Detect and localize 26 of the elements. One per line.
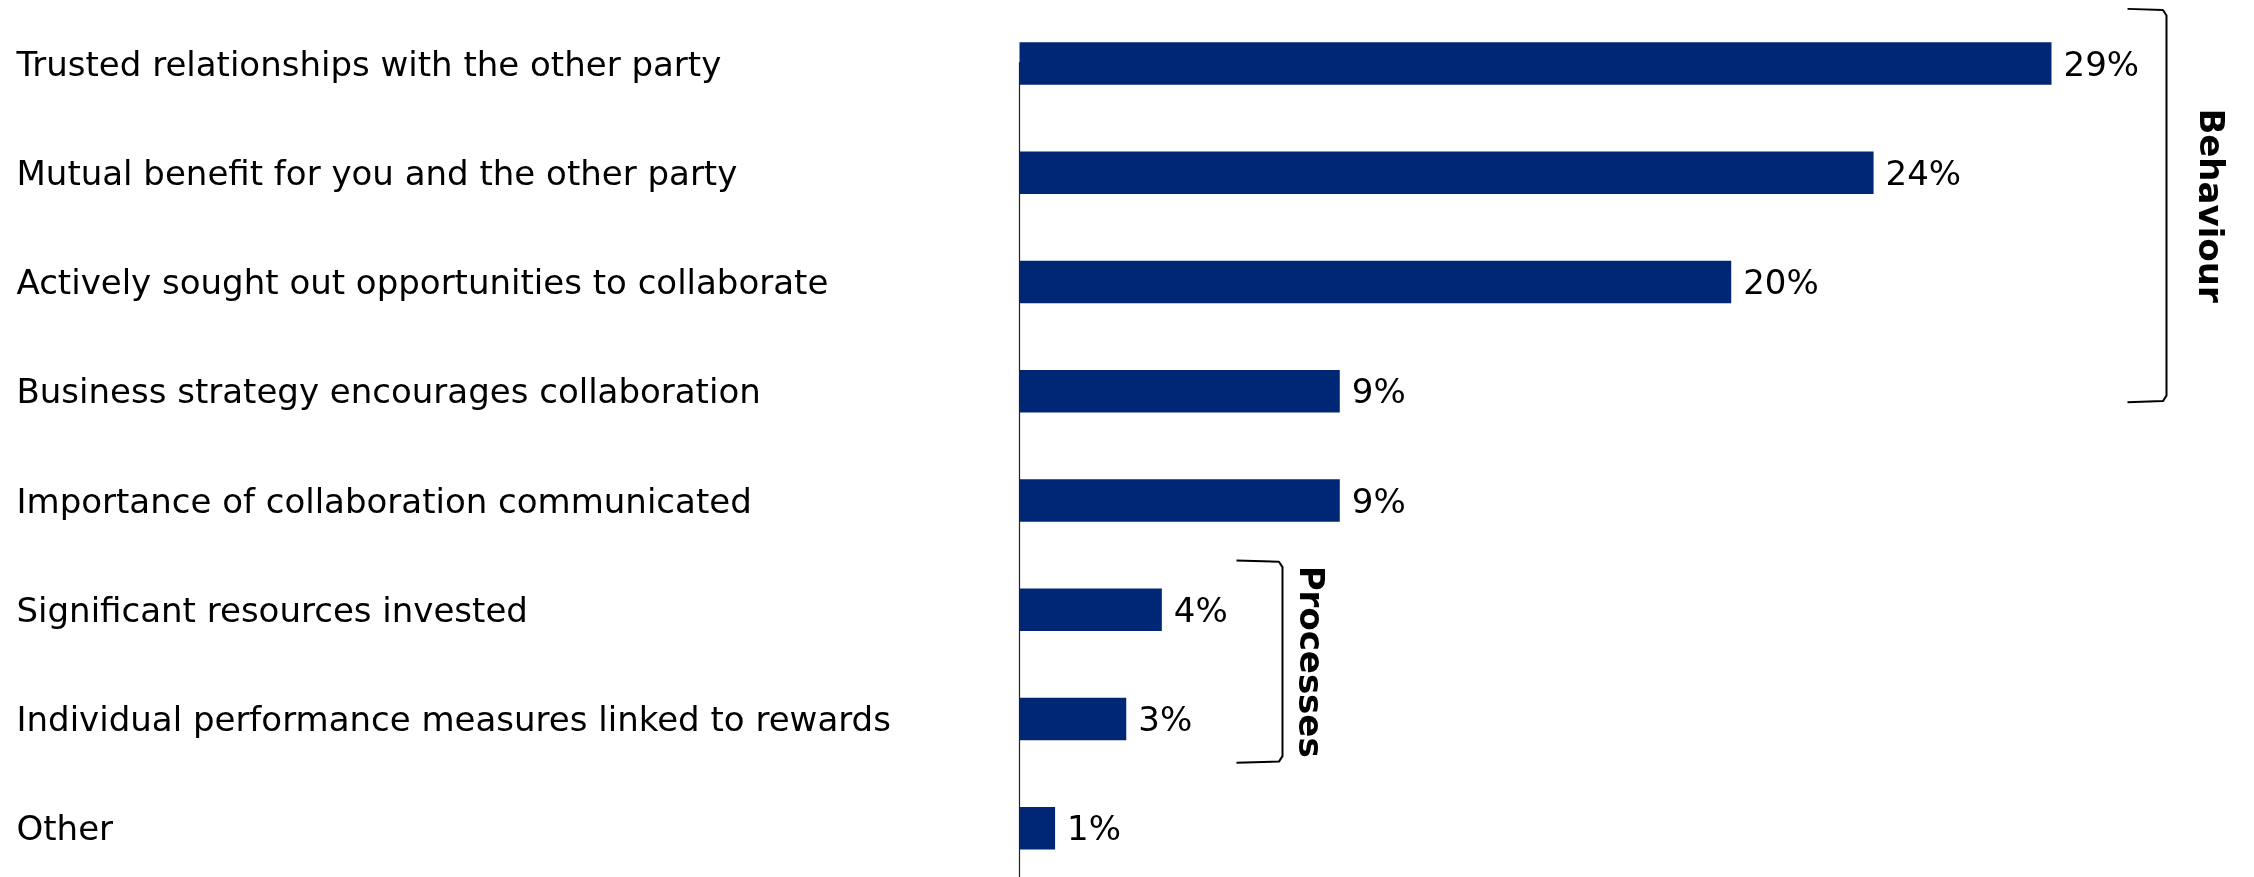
data-label: 9% [1351, 480, 1406, 521]
bar [1019, 42, 2052, 85]
data-label: 4% [1173, 589, 1228, 630]
data-label: 29% [2063, 43, 2140, 84]
bar [1019, 806, 1056, 850]
y-tick-label: Business strategy encourages collaboration [16, 371, 761, 412]
data-label: 3% [1138, 699, 1193, 739]
bar [1019, 697, 1127, 741]
bar [1019, 260, 1732, 304]
bar [1019, 151, 1874, 195]
data-label: 24% [1885, 152, 1962, 193]
y-tick-label: Actively sought out opportunities to collaborate [16, 262, 829, 302]
data-label: 1% [1067, 808, 1122, 849]
bar [1019, 588, 1162, 632]
y-tick-label: Individual performance measures linked to rewards [16, 699, 891, 739]
y-tick-label: Significant resources invested [16, 589, 528, 630]
bar [1019, 479, 1340, 522]
data-label: 9% [1351, 371, 1406, 412]
y-tick-label: Importance of collaboration communicated [16, 480, 752, 521]
y-tick-label: Other [16, 808, 114, 849]
bar [1019, 369, 1340, 413]
y-tick-label: Mutual benefit for you and the other party [16, 152, 738, 193]
y-tick-label: Trusted relationships with the other party [15, 43, 722, 84]
annotation: Processes [1291, 565, 1332, 758]
data-label: 20% [1743, 262, 1819, 302]
text: Behaviour [2191, 108, 2232, 303]
